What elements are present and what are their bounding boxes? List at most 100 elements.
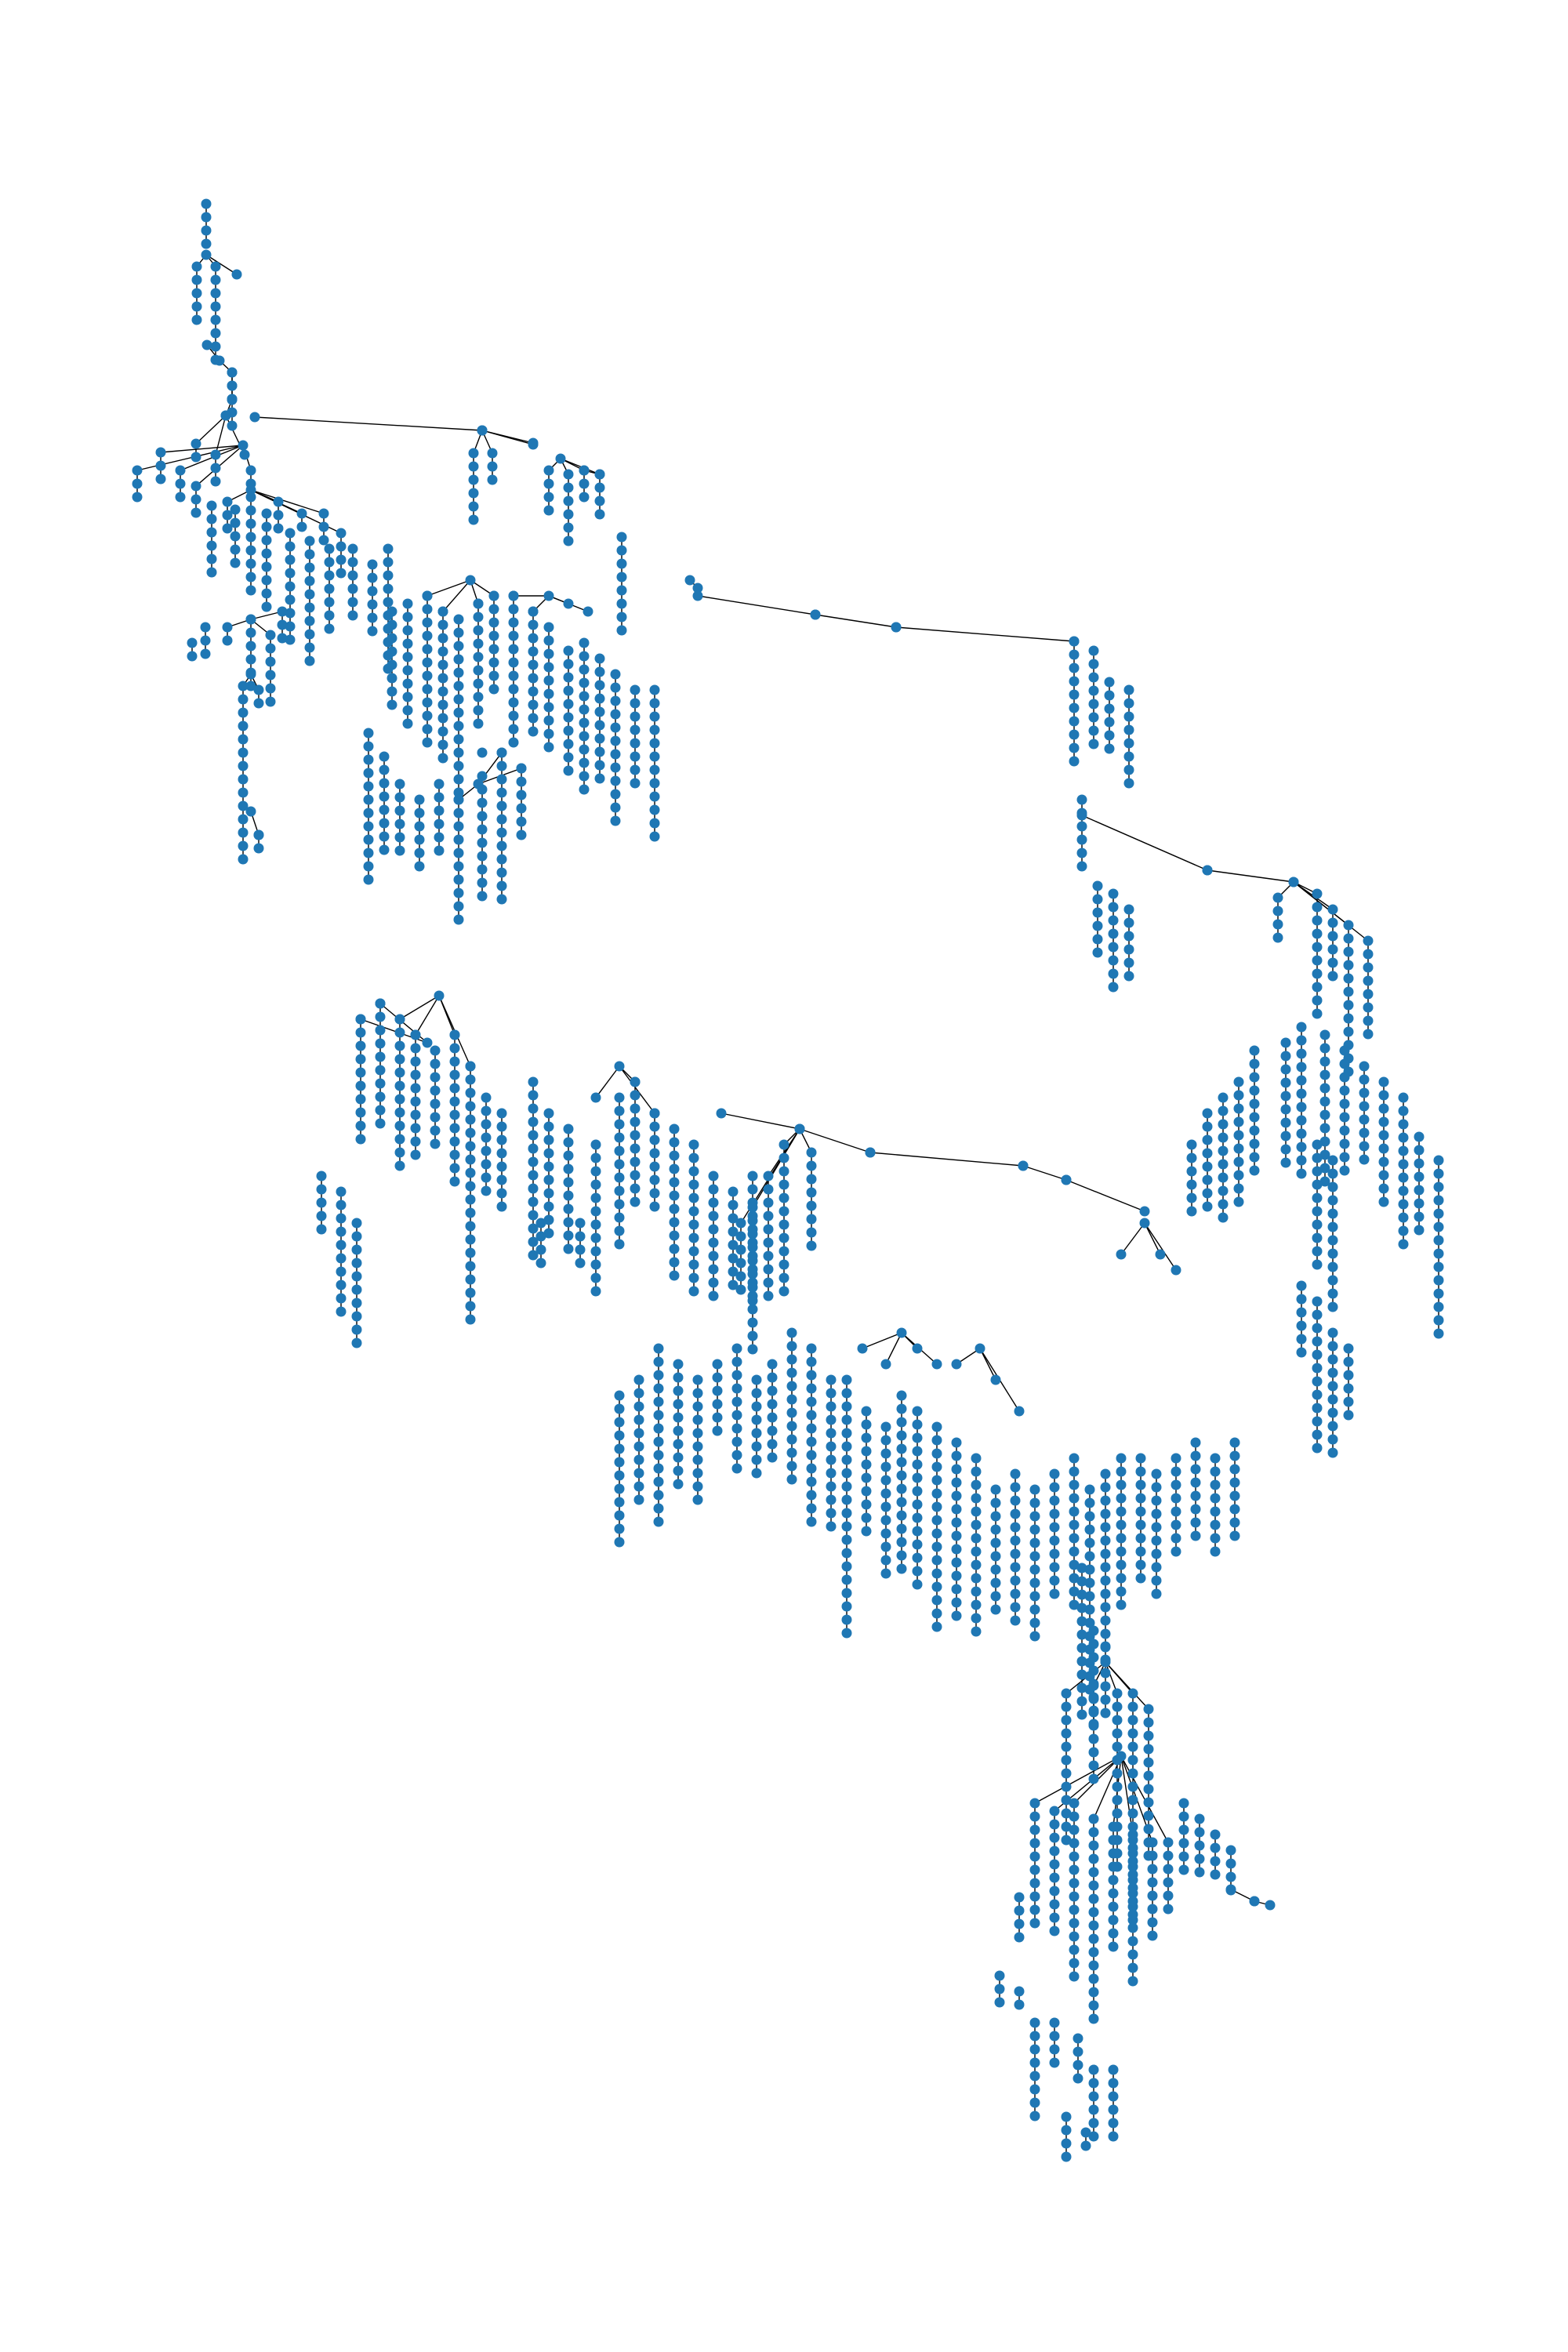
graph-node-410 [583,606,593,617]
graph-node-1243 [826,1374,837,1385]
graph-node-1426 [1084,1497,1095,1508]
graph-node-437 [414,794,425,805]
graph-node-675 [614,1172,625,1183]
graph-node-1764 [1108,2064,1119,2075]
graph-node-733 [728,1186,739,1197]
graph-node-857 [1327,971,1338,982]
graph-node-1409 [1049,1548,1060,1559]
graph-node-904 [1319,1083,1330,1094]
graph-node-1183 [692,1481,703,1492]
graph-node-1618 [1143,1797,1154,1808]
graph-node-635 [528,1236,539,1247]
graph-node-603 [336,1293,347,1304]
graph-node-1516 [1229,1504,1240,1515]
graph-node-1310 [896,1563,907,1574]
graph-node-483 [516,789,527,800]
graph-node-581 [481,1185,492,1196]
graph-node-4 [201,249,212,260]
graph-node-1488 [1171,1466,1181,1477]
graph-node-810 [1076,834,1087,845]
graph-node-1679 [1108,1888,1119,1899]
graph-node-965 [1433,1221,1444,1232]
graph-node-580 [481,1172,492,1183]
graph-node-280 [453,707,464,718]
graph-node-1371 [990,1511,1001,1522]
graph-node-845 [1312,928,1323,939]
graph-node-1490 [1171,1493,1181,1504]
graph-node-711 [688,1139,699,1150]
graph-node-258 [387,673,397,684]
graph-node-351 [579,691,590,702]
graph-node-1450 [1100,1588,1111,1599]
graph-node-170 [347,610,358,621]
graph-node-1098 [806,1160,817,1171]
graph-node-508 [375,1078,386,1089]
graph-node-1505 [1210,1479,1221,1490]
graph-node-854 [1327,931,1338,942]
graph-node-907 [1319,1123,1330,1134]
graph-node-1347 [951,1517,962,1528]
graph-node-678 [614,1212,625,1223]
graph-node-288 [473,612,484,622]
graph-node-1457 [1116,1479,1127,1490]
graph-node-1189 [712,1412,723,1423]
graph-node-739 [728,1266,739,1277]
graph-node-977 [1249,1085,1260,1096]
graph-node-572 [465,1301,476,1312]
graph-node-1773 [1061,2151,1072,2162]
graph-node-1441 [1100,1468,1111,1479]
graph-node-601 [336,1266,347,1277]
graph-node-1483 [1151,1548,1162,1559]
graph-node-1771 [1061,2125,1072,2136]
graph-node-1410 [1049,1562,1060,1573]
graph-node-1276 [861,1419,872,1430]
graph-node-1089 [779,1192,789,1203]
graph-node-982 [1249,1152,1260,1163]
graph-node-344 [563,739,574,750]
graph-node-310 [508,657,519,668]
graph-node-1184 [692,1494,703,1505]
graph-node-200 [265,683,276,694]
graph-node-393 [649,738,660,749]
graph-node-1116 [747,1215,758,1226]
graph-node-365 [594,733,605,744]
graph-node-1277 [861,1432,872,1443]
graph-node-1188 [712,1399,723,1410]
graph-node-436 [394,845,405,856]
graph-node-472 [496,787,507,798]
graph-node-1143 [633,1401,644,1412]
graph-node-1285 [880,1421,891,1432]
graph-node-1284 [861,1526,872,1537]
graph-node-1327 [931,1448,942,1459]
graph-node-216 [238,747,249,758]
graph-node-501 [355,1134,366,1145]
graph-node-998 [1218,1145,1229,1156]
graph-node-1111 [763,1250,774,1261]
graph-node-714 [688,1179,699,1190]
graph-node-252 [402,718,413,729]
graph-node-818 [1092,947,1103,958]
graph-node-1394 [1029,1524,1040,1535]
graph-node-93 [191,507,201,518]
graph-node-1628 [1029,1851,1040,1862]
graph-node-1063 [1327,1394,1338,1405]
graph-node-933 [1378,1116,1389,1127]
graph-node-1678 [1108,1875,1119,1886]
graph-node-269 [437,713,448,724]
graph-node-956 [1414,1185,1425,1196]
graph-node-1693 [1127,1949,1138,1960]
graph-node-632 [528,1196,539,1207]
graph-node-1402 [1029,1631,1040,1642]
graph-edge-951 [720,1112,800,1130]
graph-node-143 [285,581,296,592]
graph-node-612 [351,1311,362,1322]
graph-node-936 [1378,1156,1389,1167]
graph-node-1373 [990,1537,1001,1548]
graph-node-485 [516,816,527,827]
graph-node-945 [1398,1159,1409,1170]
graph-node-609 [351,1271,362,1282]
graph-node-1697 [1147,1850,1158,1861]
graph-node-257 [387,659,397,670]
graph-node-1630 [1029,1878,1040,1889]
graph-node-1598 [1127,1755,1138,1766]
